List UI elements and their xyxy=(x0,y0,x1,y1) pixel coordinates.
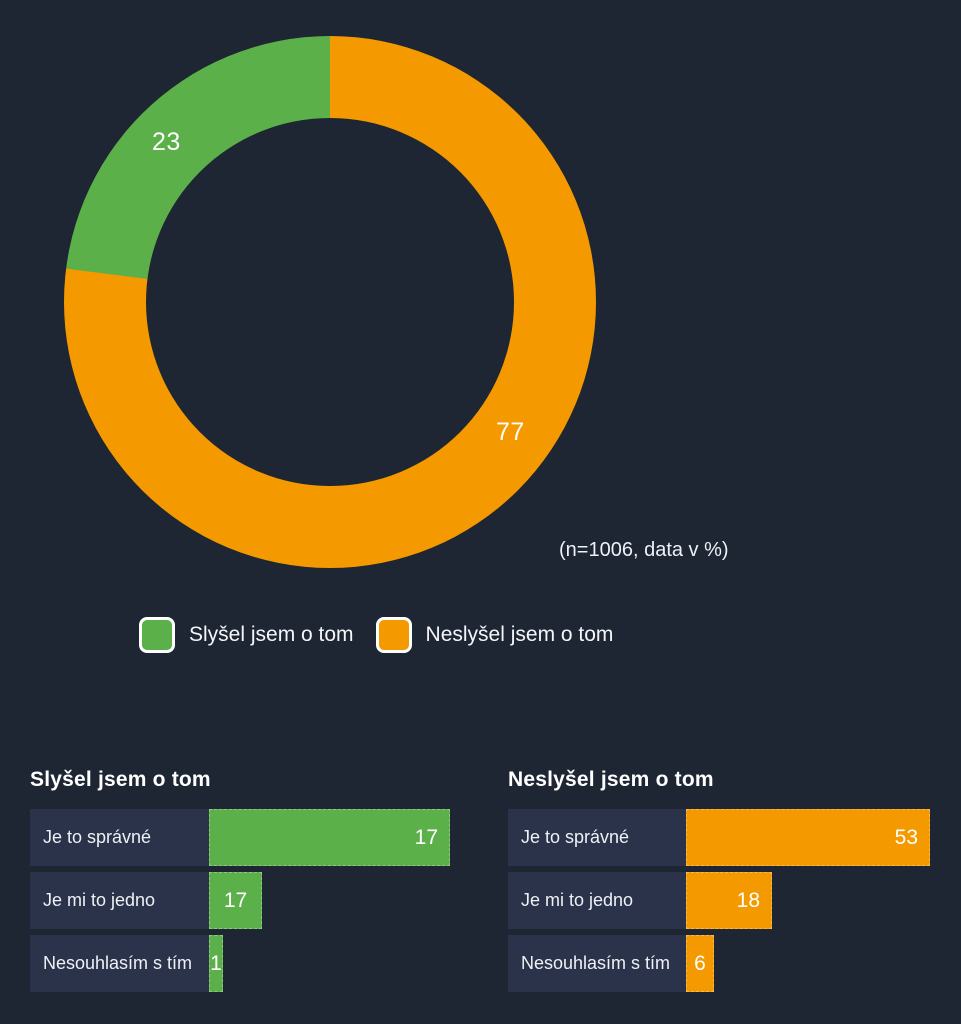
category-label: Nesouhlasím s tím xyxy=(30,935,209,992)
bar-chart-slysel-title: Slyšel jsem o tom xyxy=(30,768,211,791)
bar: 17 xyxy=(209,872,262,929)
bar-value: 17 xyxy=(223,888,248,912)
bar-row: Je to správné 53 xyxy=(508,809,938,866)
bar-chart-slysel: Slyšel jsem o tom Je to správné 17 Je mi… xyxy=(30,768,460,998)
bar-chart-neslysel: Neslyšel jsem o tom Je to správné 53 Je … xyxy=(508,768,938,998)
category-label: Je mi to jedno xyxy=(30,872,209,929)
bar-value: 1 xyxy=(210,951,222,975)
legend-swatch-orange-icon xyxy=(375,617,412,653)
donut-value-slysel: 23 xyxy=(152,128,181,156)
bar-row: Nesouhlasím s tím 1 xyxy=(30,935,460,992)
bar-row: Je mi to jedno 17 xyxy=(30,872,460,929)
legend-swatch-green-icon xyxy=(139,617,175,653)
bar-row: Nesouhlasím s tím 6 xyxy=(508,935,938,992)
bar: 1 xyxy=(209,935,223,992)
sample-size-note: (n=1006, data v %) xyxy=(559,539,729,561)
bar: 6 xyxy=(686,935,714,992)
bar-chart-neslysel-title: Neslyšel jsem o tom xyxy=(508,768,714,791)
category-label: Je to správné xyxy=(508,809,686,866)
bar: 18 xyxy=(686,872,772,929)
legend-label-neslysel: Neslyšel jsem o tom xyxy=(425,623,614,646)
bar-value: 18 xyxy=(736,888,760,912)
legend: Slyšel jsem o tom Neslyšel jsem o tom xyxy=(139,617,613,653)
donut-hole xyxy=(146,118,514,486)
donut-chart: 23 77 xyxy=(64,36,596,568)
bar-value: 53 xyxy=(894,825,918,849)
bar-value: 6 xyxy=(694,951,706,975)
legend-label-slysel: Slyšel jsem o tom xyxy=(189,623,354,646)
bar-row: Je mi to jedno 18 xyxy=(508,872,938,929)
bar-value: 17 xyxy=(414,825,438,849)
category-label: Nesouhlasím s tím xyxy=(508,935,686,992)
category-label: Je to správné xyxy=(30,809,209,866)
legend-item-slysel: Slyšel jsem o tom xyxy=(139,617,354,653)
bar: 17 xyxy=(209,809,450,866)
category-label: Je mi to jedno xyxy=(508,872,686,929)
bar: 53 xyxy=(686,809,930,866)
donut-value-neslysel: 77 xyxy=(496,418,525,446)
legend-item-neslysel: Neslyšel jsem o tom xyxy=(375,617,614,653)
bar-row: Je to správné 17 xyxy=(30,809,460,866)
